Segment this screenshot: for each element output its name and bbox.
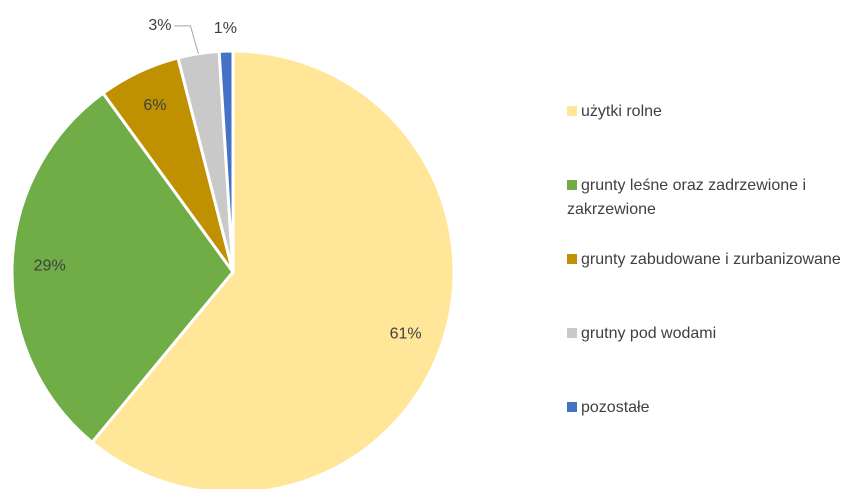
pie-slice <box>90 49 456 489</box>
leader-line <box>173 25 199 54</box>
chart: 61% 29% 6% 3% 1% <box>10 17 456 489</box>
legend-item: użytki rolne <box>567 100 842 124</box>
legend-label: grutny pod wodami <box>581 325 717 342</box>
legend-swatch <box>567 106 577 116</box>
legend-swatch <box>567 402 577 412</box>
data-label: 6% <box>143 97 166 114</box>
data-label: 3% <box>148 17 171 34</box>
data-label: 1% <box>214 20 237 37</box>
pie-slice <box>10 91 235 445</box>
legend-item: grutny pod wodami <box>567 322 842 346</box>
legend-item: pozostałe <box>567 396 842 420</box>
legend-label: pozostałe <box>581 399 650 416</box>
legend-swatch <box>567 254 577 264</box>
legend-swatch <box>567 328 577 338</box>
legend-item: grunty zabudowane i zurbanizowane <box>567 248 842 272</box>
legend-swatch <box>567 180 577 190</box>
legend-label: grunty zabudowane i zurbanizowane <box>581 251 841 268</box>
legend-item: grunty leśne oraz zadrzewione i zakrzewi… <box>567 174 842 222</box>
data-label: 29% <box>34 257 66 274</box>
legend-label: użytki rolne <box>581 103 662 120</box>
pie-slice <box>217 49 235 273</box>
legend-label: grunty leśne oraz zadrzewione i zakrzewi… <box>567 177 807 218</box>
data-label: 61% <box>390 325 422 342</box>
